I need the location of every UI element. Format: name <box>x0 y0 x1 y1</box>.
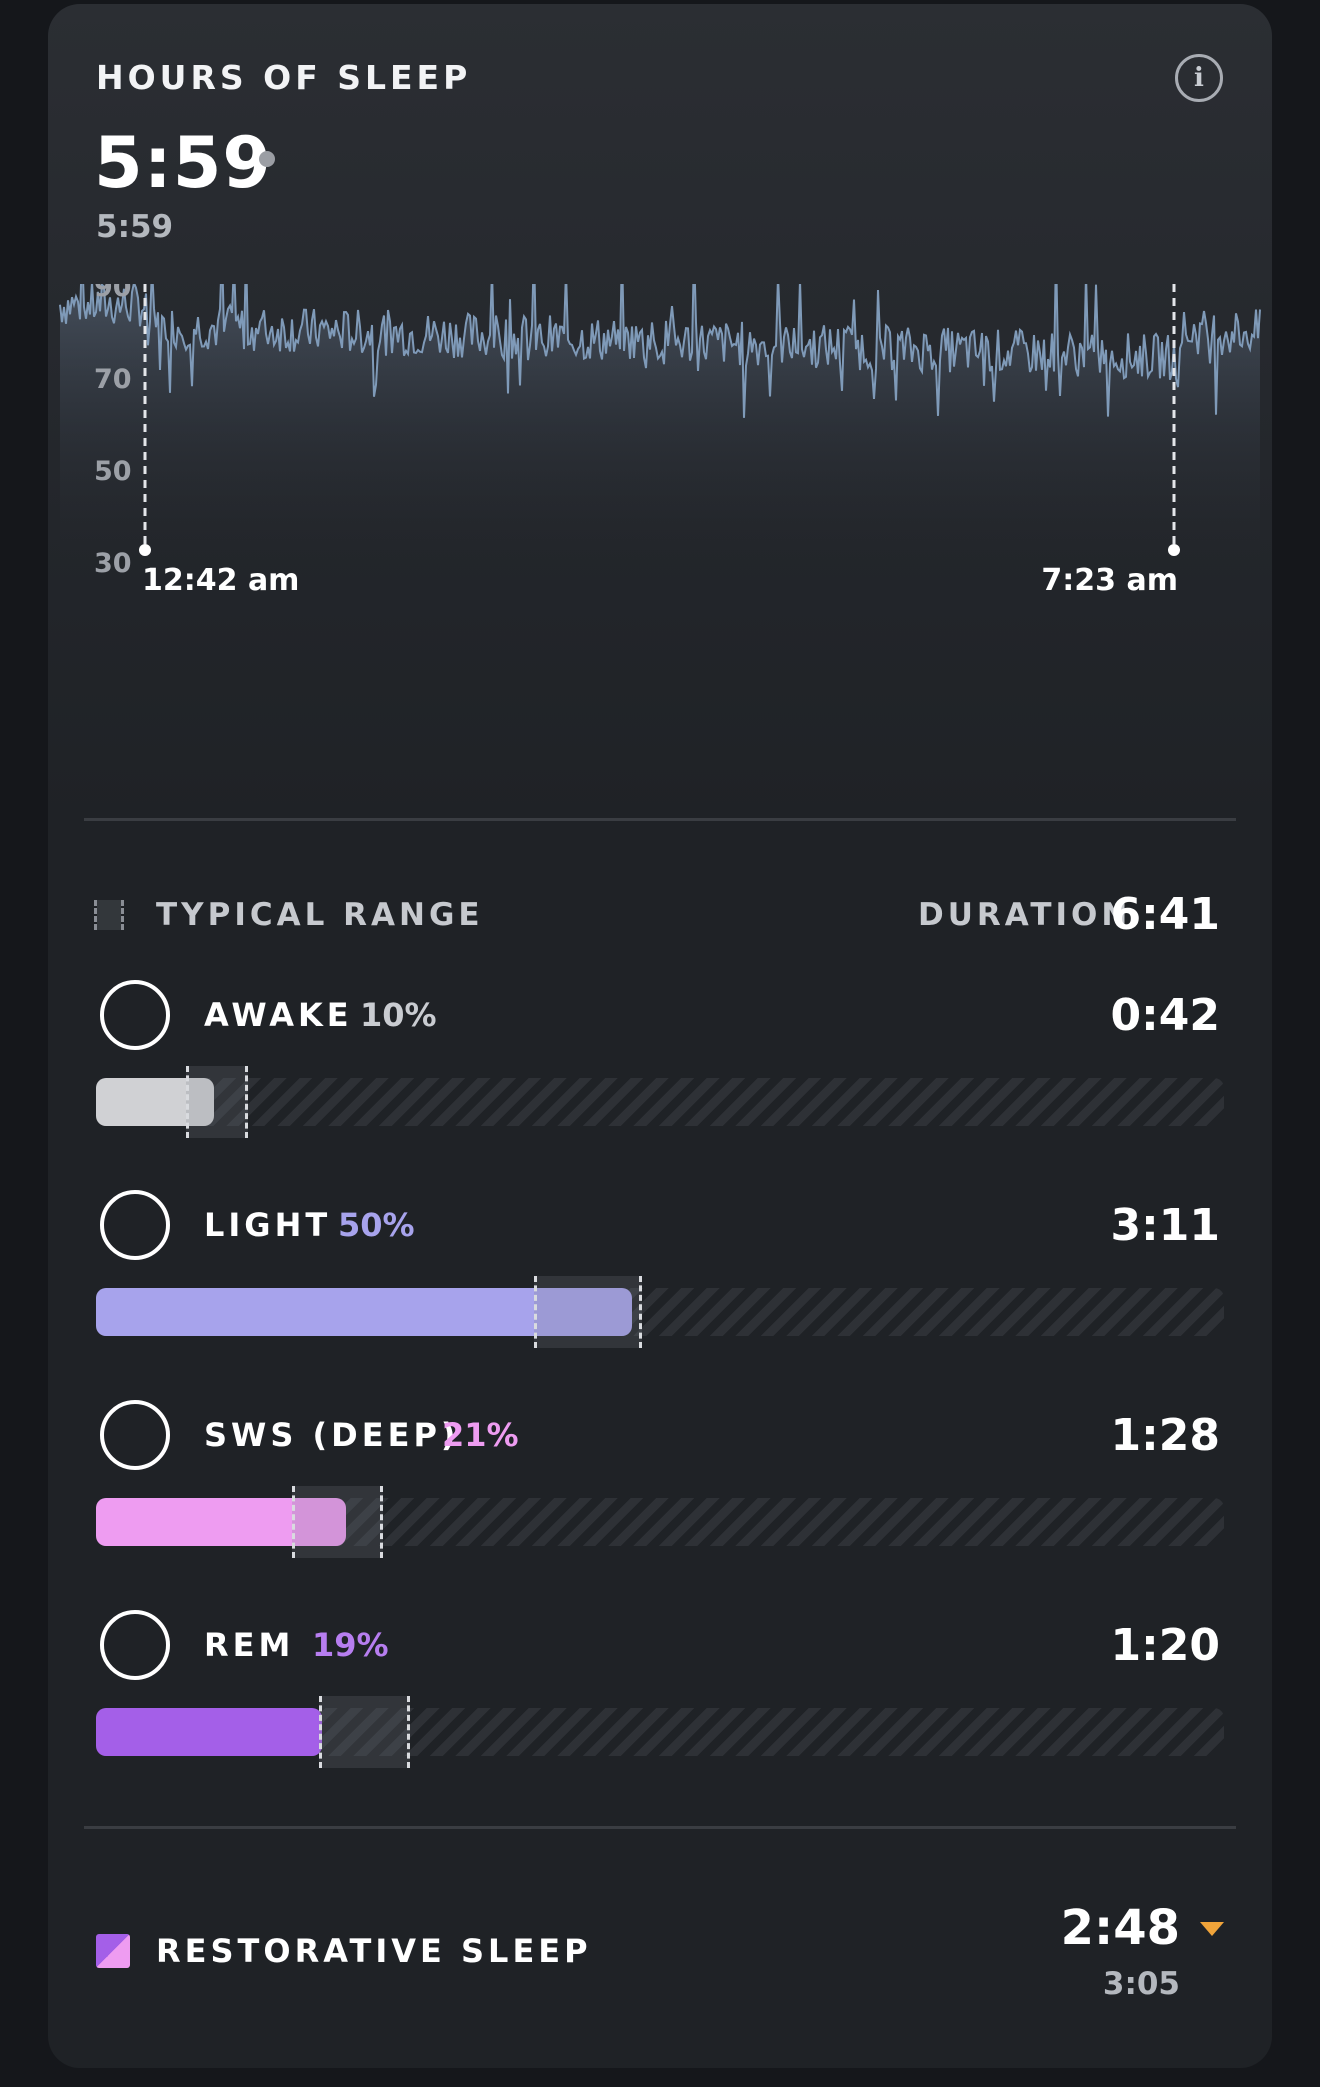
sleep-card: HOURS OF SLEEP i 5:59 5:59 12:42 am 7:23 … <box>48 4 1272 2068</box>
stage-name: REM <box>204 1626 295 1664</box>
stage-duration: 3:11 <box>1110 1200 1220 1251</box>
sleep-hours-sub-value: 5:59 <box>96 209 174 245</box>
stage-row: REM 19% 1:20 <box>48 1610 1272 1810</box>
stage-percent: 50% <box>338 1206 415 1244</box>
stage-progress-bar <box>96 1486 1224 1558</box>
y-tick-label: 50 <box>94 456 132 487</box>
typical-range-marker <box>319 1696 410 1768</box>
y-tick-label: 70 <box>94 364 132 395</box>
stage-circle-icon[interactable] <box>100 1190 170 1260</box>
y-tick-label: 90 <box>94 284 132 303</box>
restorative-sleep-sub-value: 3:05 <box>1102 1966 1180 2002</box>
divider-bottom <box>84 1826 1236 1829</box>
start-time-label: 12:42 am <box>142 563 299 598</box>
typical-range-marker <box>534 1276 642 1348</box>
duration-label: DURATION <box>918 897 1132 933</box>
duration-value: 6:41 <box>1110 889 1220 940</box>
sleep-hours-value: 5:59 <box>94 122 273 204</box>
heart-rate-line <box>59 284 1261 418</box>
y-tick-label: 30 <box>94 548 132 579</box>
stage-progress-fill <box>96 1708 322 1756</box>
restorative-sleep-value: 2:48 <box>1060 1900 1180 1956</box>
stage-row: SWS (DEEP) 21% 1:28 <box>48 1400 1272 1600</box>
info-icon[interactable]: i <box>1175 54 1223 102</box>
end-time-dot <box>1168 544 1180 556</box>
stage-progress-bar <box>96 1066 1224 1138</box>
typical-range-marker <box>186 1066 248 1138</box>
stage-percent: 21% <box>442 1416 519 1454</box>
stage-circle-icon[interactable] <box>100 1400 170 1470</box>
stage-row: AWAKE 10% 0:42 <box>48 980 1272 1180</box>
divider-top <box>84 818 1236 821</box>
typical-range-marker <box>292 1486 383 1558</box>
stage-name: LIGHT <box>204 1206 332 1244</box>
stage-circle-icon[interactable] <box>100 1610 170 1680</box>
typical-range-label: TYPICAL RANGE <box>156 897 484 933</box>
stage-duration: 0:42 <box>1110 990 1220 1041</box>
restorative-sleep-icon <box>96 1934 130 1968</box>
stage-progress-fill <box>96 1078 214 1126</box>
chart-area <box>60 284 1260 560</box>
stage-percent: 10% <box>360 996 437 1034</box>
restorative-sleep-label: RESTORATIVE SLEEP <box>156 1932 592 1970</box>
stage-circle-icon[interactable] <box>100 980 170 1050</box>
stage-name: SWS (DEEP) <box>204 1416 460 1454</box>
heart-rate-chart: 12:42 am 7:23 am 90 70 50 30 <box>59 284 1261 598</box>
stage-progress-fill <box>96 1498 346 1546</box>
stage-percent: 19% <box>312 1626 389 1664</box>
status-dot <box>259 151 275 167</box>
stage-progress-bar <box>96 1696 1224 1768</box>
stage-duration: 1:20 <box>1110 1620 1220 1671</box>
card-title: HOURS OF SLEEP <box>96 58 472 97</box>
typical-range-icon <box>94 900 124 930</box>
start-time-dot <box>139 544 151 556</box>
end-time-label: 7:23 am <box>1041 563 1178 598</box>
stage-duration: 1:28 <box>1110 1410 1220 1461</box>
trend-down-icon <box>1200 1922 1224 1936</box>
stage-name: AWAKE <box>204 996 353 1034</box>
stage-row: LIGHT 50% 3:11 <box>48 1190 1272 1390</box>
stage-progress-bar <box>96 1276 1224 1348</box>
stage-progress-fill <box>96 1288 632 1336</box>
